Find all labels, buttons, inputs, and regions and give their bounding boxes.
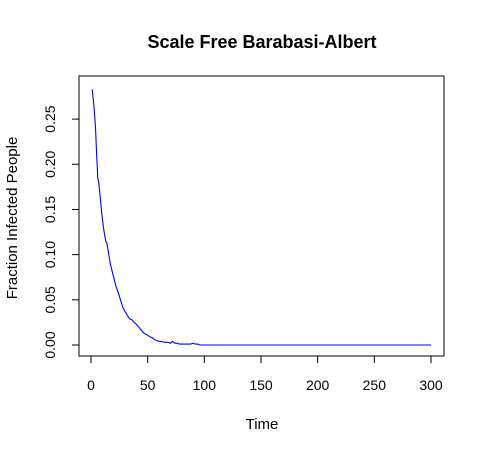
x-tick-label: 200 <box>306 377 330 393</box>
y-tick-label: 0.00 <box>42 331 58 358</box>
x-tick-label: 100 <box>193 377 217 393</box>
y-axis-label: Fraction Infected People <box>4 137 21 300</box>
y-tick-label: 0.15 <box>42 196 58 223</box>
y-tick-label: 0.10 <box>42 241 58 268</box>
x-tick-label: 0 <box>87 377 95 393</box>
y-tick-label: 0.05 <box>42 286 58 313</box>
x-axis: 0 50 100 150 200 250 300 <box>87 355 443 393</box>
x-axis-label: Time <box>246 416 279 433</box>
series-line <box>91 89 431 346</box>
y-tick-label: 0.20 <box>42 150 58 177</box>
plot-frame <box>78 75 445 357</box>
y-axis: 0.00 0.05 0.10 0.15 0.20 0.25 <box>42 105 80 359</box>
x-tick-label: 150 <box>249 377 273 393</box>
y-tick-label: 0.25 <box>42 105 58 132</box>
x-tick-label: 300 <box>419 377 443 393</box>
x-tick-label: 250 <box>363 377 387 393</box>
x-tick-label: 50 <box>140 377 156 393</box>
chart-title: Scale Free Barabasi-Albert <box>147 32 376 52</box>
